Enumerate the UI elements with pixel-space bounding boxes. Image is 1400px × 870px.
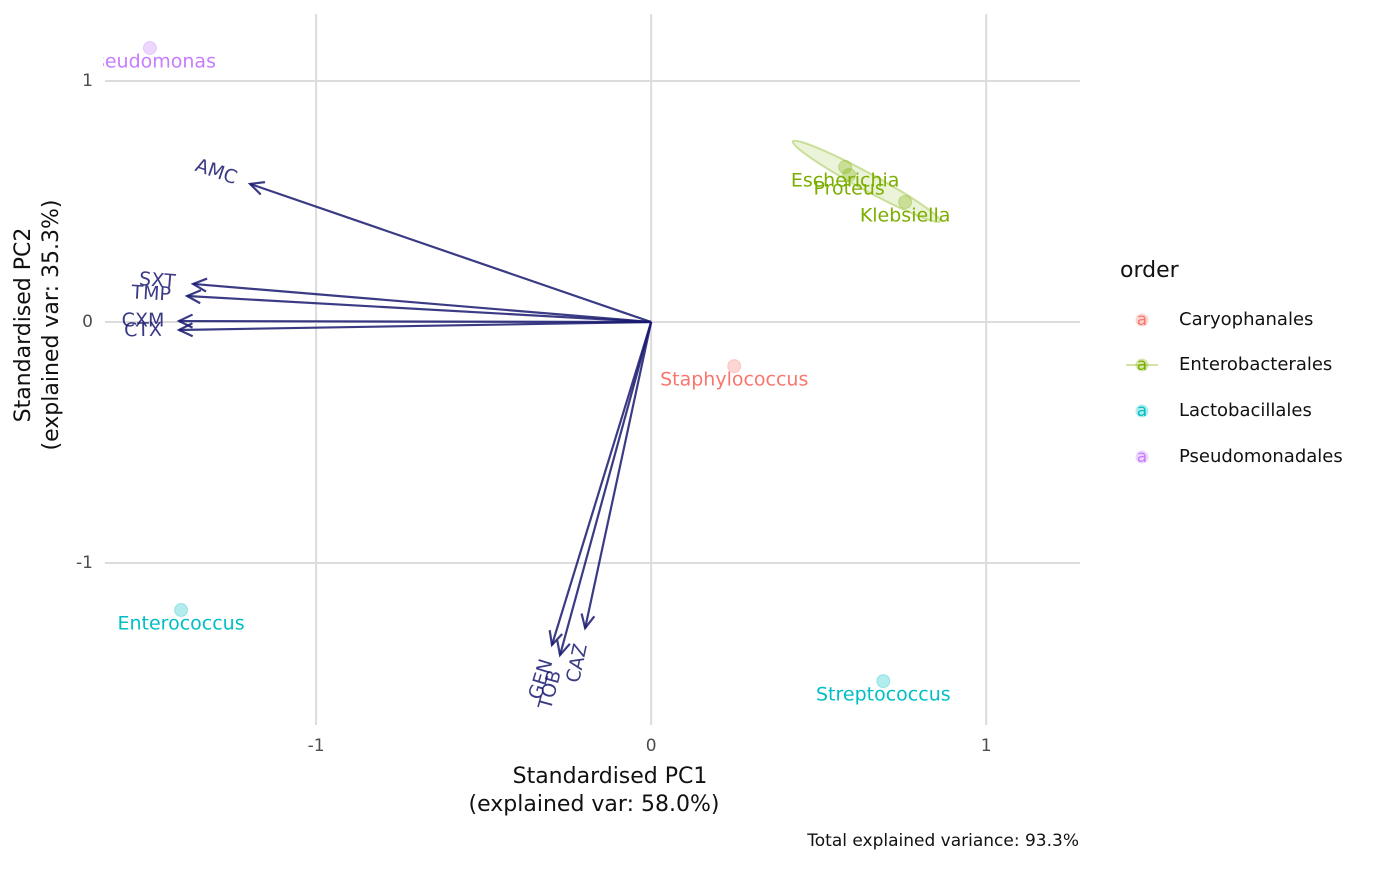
legend-key — [1135, 404, 1149, 418]
legend-key-glyph: a — [1137, 401, 1147, 421]
sample-point — [727, 359, 742, 374]
arrow-head — [184, 289, 202, 305]
point-label: Staphylococcus — [660, 369, 808, 391]
y-axis-title: Standardised PC2 — [11, 228, 36, 423]
loading-arrow — [193, 282, 652, 324]
loading-arrow — [187, 294, 652, 324]
loading-label: CXM — [122, 309, 165, 331]
loading-arrow — [558, 321, 653, 656]
loading-arrow — [249, 182, 652, 324]
loading-label: SXT — [138, 268, 176, 293]
sample-point — [876, 674, 891, 689]
legend-key-glyph: a — [1137, 310, 1147, 330]
legend-key — [1135, 358, 1149, 372]
y-tick-label: -1 — [76, 553, 93, 573]
legend-key-glyph: a — [1137, 355, 1147, 375]
sample-point — [838, 160, 853, 175]
loading-arrow — [584, 321, 653, 629]
legend: a Caryophanales a Enterobacterales a Lactobac… — [1126, 309, 1343, 467]
sample-point — [174, 603, 189, 618]
arrow-head — [548, 629, 563, 648]
arrow-head — [176, 322, 194, 338]
loading-arrow — [550, 321, 653, 646]
legend-key-glyph: a — [1137, 447, 1147, 467]
sample-point — [898, 194, 913, 209]
sample-point — [142, 40, 157, 55]
group-ellipse — [791, 139, 942, 224]
point-label: Streptococcus — [816, 684, 951, 706]
point-label: Klebsiella — [860, 204, 951, 226]
legend-key — [1135, 313, 1149, 327]
point-label: Pseudomonas — [84, 50, 216, 72]
x-tick-label: 1 — [981, 736, 992, 756]
loading-arrow — [179, 320, 652, 332]
legend-key — [1135, 450, 1149, 464]
legend-label: Pseudomonadales — [1179, 446, 1343, 467]
point-label: Enterococcus — [118, 613, 245, 635]
legend-label: Caryophanales — [1179, 309, 1313, 330]
y-tick-label: 1 — [82, 71, 93, 91]
arrow-head — [556, 640, 571, 658]
sample-point — [842, 167, 857, 182]
loading-label: CTX — [124, 319, 162, 342]
legend-label: Enterobacterales — [1179, 354, 1332, 375]
x-axis-title: Standardised PC1 — [513, 764, 708, 789]
point-label: Proteus — [814, 177, 885, 199]
y-axis-title: (explained var: 35.3%) — [39, 200, 64, 451]
arrow-head — [580, 613, 596, 631]
loading-label: TMP — [130, 281, 172, 305]
x-tick-label: 0 — [646, 736, 657, 756]
y-tick-label: 0 — [82, 312, 93, 332]
x-axis-title: (explained var: 58.0%) — [469, 792, 720, 817]
point-label: Escherichia — [791, 170, 900, 192]
loading-label: AMC — [192, 154, 240, 189]
legend-title: order — [1120, 258, 1180, 283]
x-tick-label: -1 — [308, 736, 325, 756]
caption: Total explained variance: 93.3% — [806, 831, 1079, 851]
arrow-head — [247, 181, 266, 196]
arrow-head — [190, 277, 208, 293]
loading-arrow — [179, 319, 652, 324]
legend-label: Lactobacillales — [1179, 400, 1312, 421]
